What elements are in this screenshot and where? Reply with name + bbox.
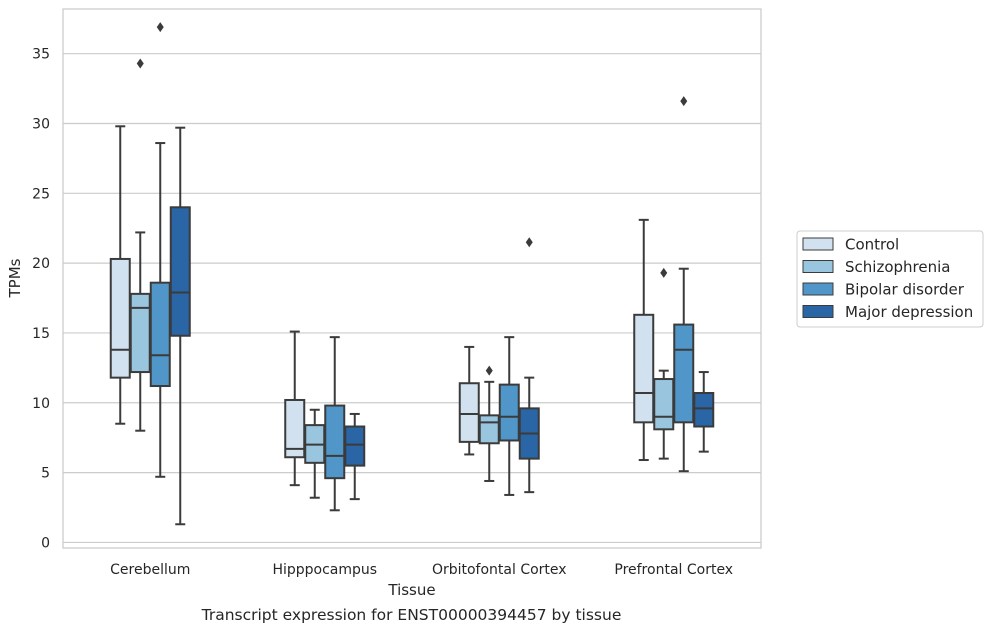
box-group	[653, 267, 675, 460]
legend-swatch	[802, 260, 834, 273]
box-group	[478, 365, 500, 482]
box-iqr	[109, 257, 131, 379]
legend-swatch	[802, 237, 834, 251]
legend-label: Control	[845, 236, 899, 254]
legend: Control Schizophrenia Bipolar disorder Majo…	[796, 230, 984, 328]
box-iqr	[633, 313, 655, 424]
box-group	[518, 237, 540, 494]
box-group	[149, 22, 171, 478]
box-iqr	[169, 206, 191, 337]
box-iqr	[498, 383, 520, 442]
y-tick-label: 30	[32, 117, 50, 133]
x-tick-label: Hipppocampus	[272, 562, 377, 578]
box-group	[344, 412, 366, 501]
box-iqr	[478, 414, 500, 445]
box-group	[633, 218, 655, 462]
x-axis-ticks: Cerebellum Hipppocampus Orbitofontal Corte…	[110, 562, 733, 578]
box-group	[498, 336, 520, 496]
box-group	[324, 336, 346, 512]
legend-label: Major depression	[845, 303, 973, 321]
y-tick-label: 35	[32, 47, 50, 63]
box-group	[284, 330, 306, 487]
y-tick-label: 0	[41, 535, 50, 551]
x-tick-label: Prefrontal Cortex	[614, 562, 733, 578]
box-iqr	[344, 425, 366, 467]
legend-swatch	[802, 305, 834, 318]
figure-caption: Transcript expression for ENST0000039445…	[201, 606, 622, 624]
box-group	[304, 408, 326, 499]
outlier-point	[136, 58, 144, 69]
box-group	[673, 96, 695, 473]
legend-swatch	[802, 282, 834, 296]
box-iqr	[149, 281, 171, 388]
box-iqr	[324, 404, 346, 480]
outlier-point	[660, 267, 668, 278]
box-group	[109, 125, 131, 425]
y-tick-label: 5	[41, 466, 50, 482]
box-iqr	[673, 323, 695, 424]
legend-label: Schizophrenia	[845, 258, 950, 276]
box-group	[169, 126, 191, 526]
y-tick-label: 25	[32, 186, 50, 202]
box-group	[129, 58, 151, 432]
x-axis-label: Tissue	[387, 581, 435, 599]
box-group	[458, 345, 480, 456]
outlier-point	[156, 22, 164, 33]
x-tick-label: Orbitofontal Cortex	[432, 562, 567, 578]
y-tick-label: 20	[32, 256, 50, 272]
y-tick-label: 15	[32, 326, 50, 342]
box-group	[693, 371, 715, 453]
y-axis-label: TPMs	[6, 258, 24, 298]
outlier-point	[680, 96, 688, 107]
legend-label: Bipolar disorder	[845, 281, 965, 299]
box-iqr	[653, 378, 675, 431]
y-axis-ticks: 0 5 10 15 20 25 30 35	[32, 47, 50, 552]
legend-frame	[796, 230, 984, 328]
x-tick-label: Cerebellum	[110, 562, 190, 578]
y-tick-label: 10	[32, 396, 50, 412]
outlier-point	[525, 237, 533, 248]
plot-frame	[62, 8, 762, 549]
box-iqr	[693, 392, 715, 428]
box-iqr	[129, 292, 151, 374]
outlier-point	[485, 365, 493, 376]
box-iqr	[458, 382, 480, 443]
box-plots	[109, 22, 715, 526]
